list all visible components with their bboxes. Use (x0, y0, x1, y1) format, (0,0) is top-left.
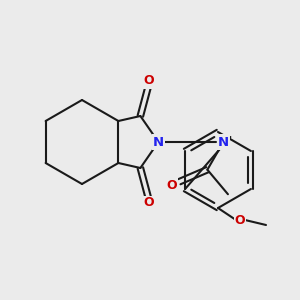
Text: N: N (218, 136, 229, 148)
Text: O: O (143, 74, 154, 88)
Text: O: O (143, 196, 154, 209)
Text: O: O (166, 179, 177, 192)
Text: O: O (235, 214, 245, 226)
Text: N: N (153, 136, 164, 148)
